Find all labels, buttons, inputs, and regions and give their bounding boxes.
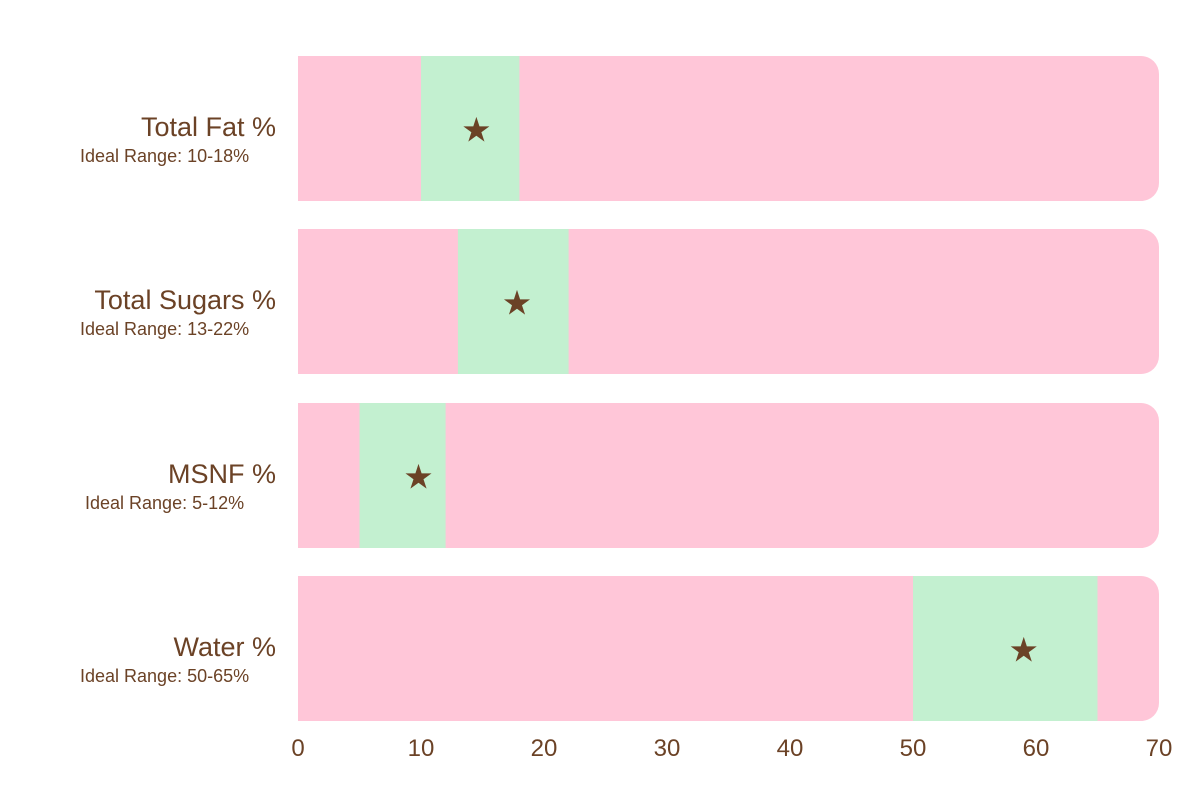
x-tick-label: 50 [900, 735, 927, 762]
x-tick-label: 20 [531, 735, 558, 762]
row-label: MSNF % [168, 459, 276, 489]
ideal-range-band [457, 229, 569, 374]
value-star-marker: ★ [403, 458, 433, 498]
row-background-bar [298, 229, 1159, 374]
row-background-left-edge [298, 576, 316, 721]
value-star-marker: ★ [461, 111, 491, 151]
chart-row: ★ Water % Ideal Range: 50-65% [80, 576, 1159, 721]
x-tick-label: 30 [654, 735, 681, 762]
row-ideal-range-label: Ideal Range: 5-12% [85, 493, 244, 513]
value-star-marker: ★ [1008, 631, 1038, 671]
row-background-left-edge [298, 56, 316, 201]
x-tick-label: 70 [1146, 735, 1173, 762]
chart-row: ★ Total Fat % Ideal Range: 10-18% [80, 56, 1159, 201]
x-tick-label: 60 [1023, 735, 1050, 762]
x-axis-ticks: 0 10 20 30 40 50 60 70 [291, 735, 1172, 762]
row-ideal-range-label: Ideal Range: 10-18% [80, 146, 249, 166]
row-ideal-range-label: Ideal Range: 50-65% [80, 666, 249, 686]
row-label: Total Fat % [141, 112, 276, 142]
row-background-left-edge [298, 403, 316, 548]
value-star-marker: ★ [502, 284, 532, 324]
ideal-range-band [913, 576, 1098, 721]
x-tick-label: 40 [777, 735, 804, 762]
ideal-range-band [421, 56, 520, 201]
row-ideal-range-label: Ideal Range: 13-22% [80, 319, 249, 339]
row-label: Water % [173, 632, 276, 662]
x-tick-label: 0 [291, 735, 304, 762]
chart-row: ★ MSNF % Ideal Range: 5-12% [85, 403, 1159, 548]
chart-rows: ★ Total Fat % Ideal Range: 10-18% ★ Total Su… [80, 56, 1159, 721]
row-background-left-edge [298, 229, 316, 374]
chart-row: ★ Total Sugars % Ideal Range: 13-22% [80, 229, 1159, 374]
ideal-range-band [359, 403, 446, 548]
row-label: Total Sugars % [94, 285, 276, 315]
x-tick-label: 10 [408, 735, 435, 762]
